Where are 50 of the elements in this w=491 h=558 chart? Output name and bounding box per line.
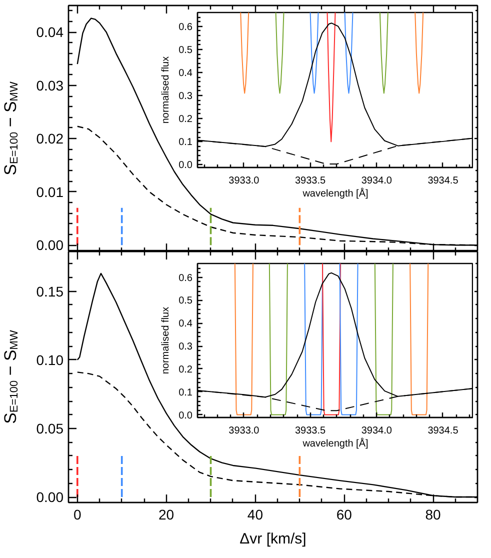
line-series (240, 12, 250, 94)
x-axis-title: wavelength [Å] (302, 438, 369, 450)
x-tick-label: 3934.0 (361, 176, 392, 186)
x-tick-label: 60 (336, 506, 352, 522)
x-tick-label: 3933.5 (294, 426, 326, 436)
x-tick-label: 80 (425, 506, 442, 522)
y-tick-label: 0.2 (178, 364, 193, 376)
y-tick-label: 0.05 (36, 420, 64, 436)
y-axis-title: normalised flux (160, 56, 172, 124)
y-tick-label: 0.1 (178, 137, 193, 148)
y-tick-label: 0.00 (36, 237, 64, 254)
line-series (310, 12, 319, 94)
y-tick-label: 0.01 (36, 184, 64, 200)
y-tick-label: 0.04 (36, 24, 64, 40)
x-tick-label: 3933.5 (294, 176, 326, 186)
y-tick-label: 0.5 (178, 44, 193, 56)
y-tick-label: 0.0 (178, 410, 193, 422)
x-tick-label: 3934.5 (428, 426, 459, 436)
y-tick-label: 0.10 (36, 352, 64, 368)
x-tick-label: 3933.0 (228, 176, 260, 186)
y-tick-label: 0.15 (36, 283, 64, 300)
x-tick-label: 40 (247, 506, 264, 522)
y-tick-label: 0.6 (178, 22, 193, 33)
x-tick-label: 3934.5 (428, 176, 459, 186)
x-tick-label: 3934.0 (361, 426, 392, 436)
y-tick-label: 0.4 (178, 318, 193, 330)
x-tick-label: 0 (74, 506, 82, 522)
y-tick-label: 0.6 (178, 272, 193, 284)
y-tick-label: 0.4 (178, 68, 193, 79)
line-series (275, 12, 284, 94)
y-tick-label: 0.3 (178, 91, 193, 102)
x-tick-label: 20 (158, 506, 174, 522)
line-series (344, 12, 354, 94)
x-axis-title: Δvr [km/s] (240, 530, 306, 548)
y-tick-label: 0.0 (178, 160, 193, 172)
y-tick-label: 0.02 (36, 130, 64, 147)
y-tick-label: 0.1 (178, 387, 193, 398)
y-tick-label: 0.2 (178, 114, 193, 126)
line-series (414, 12, 424, 94)
y-tick-label: 0.00 (36, 489, 64, 506)
y-axis-title: normalised flux (160, 306, 172, 374)
y-tick-label: 0.5 (178, 296, 193, 307)
y-axis-title: SE=100 − SMW (1, 81, 20, 176)
line-series (379, 12, 388, 94)
x-axis-title: wavelength [Å] (302, 188, 369, 200)
y-axis-title: SE=100 − SMW (1, 330, 20, 424)
y-tick-label: 0.3 (178, 342, 193, 352)
y-tick-label: 0.03 (36, 77, 64, 94)
line-series (326, 12, 336, 142)
x-tick-label: 3933.0 (228, 426, 260, 436)
